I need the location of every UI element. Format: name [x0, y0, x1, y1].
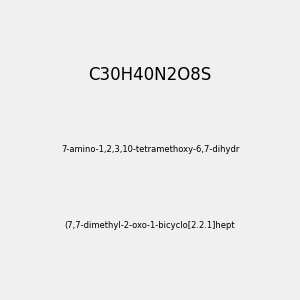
Text: (7,7-dimethyl-2-oxo-1-bicyclo[2.2.1]hept: (7,7-dimethyl-2-oxo-1-bicyclo[2.2.1]hept [65, 220, 235, 230]
Text: C30H40N2O8S: C30H40N2O8S [88, 66, 212, 84]
Text: 7-amino-1,2,3,10-tetramethoxy-6,7-dihydr: 7-amino-1,2,3,10-tetramethoxy-6,7-dihydr [61, 146, 239, 154]
